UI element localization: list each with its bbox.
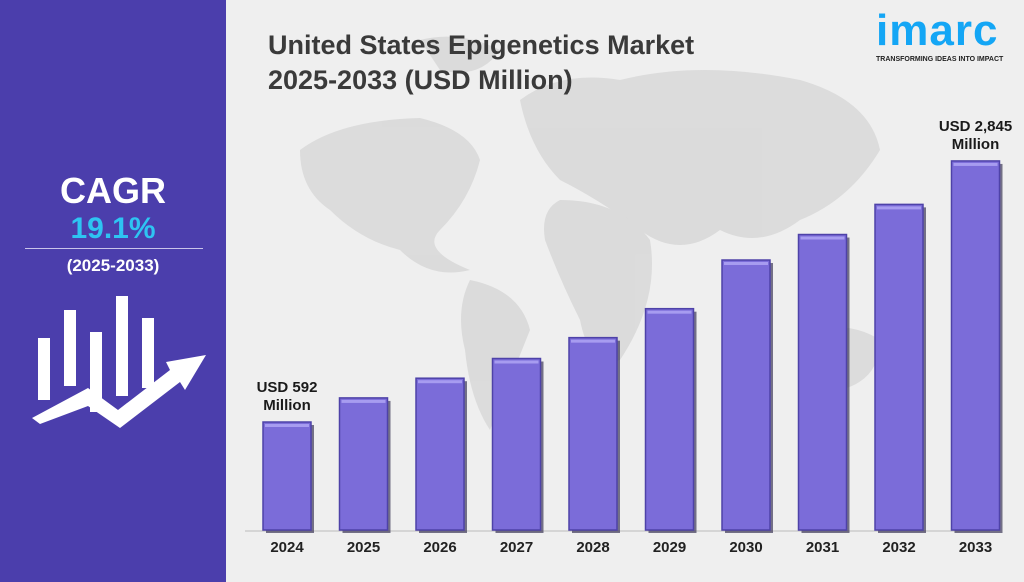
data-label-2033: Million (952, 136, 1000, 153)
x-tick-label: 2026 (423, 539, 456, 556)
data-label-2024: USD 592 (257, 379, 318, 396)
divider (25, 248, 203, 249)
bar-2033 (950, 160, 1003, 533)
cagr-period: (2025-2033) (66, 256, 160, 275)
bar-2030 (721, 259, 773, 533)
x-tick-label: 2027 (500, 539, 533, 556)
cagr-value: 19.1% (70, 212, 156, 245)
logo-tagline: TRANSFORMING IDEAS INTO IMPACT (876, 56, 1004, 63)
bar-2026 (415, 377, 467, 533)
bar-2028 (568, 336, 620, 533)
x-tick-label: 2028 (576, 539, 609, 556)
x-tick-label: 2032 (882, 539, 915, 556)
data-label-2033: USD 2,845 (939, 118, 1012, 135)
x-tick-label: 2030 (729, 539, 762, 556)
world-map-background (300, 36, 880, 430)
data-label-2024: Million (263, 397, 311, 414)
logo-word: imarc (876, 6, 999, 55)
bar-2032 (874, 203, 926, 533)
x-tick-label: 2025 (347, 539, 380, 556)
bar-2025 (338, 397, 391, 533)
x-tick-label: 2031 (806, 539, 839, 556)
cagr-label: CAGR (60, 170, 166, 211)
x-tick-label: 2024 (270, 539, 304, 556)
growth-chart-arrow-icon (32, 296, 206, 428)
x-tick-label: 2033 (959, 539, 992, 556)
cagr-panel: CAGR 19.1% (2025-2033) (0, 0, 226, 582)
title-line-2: 2025-2033 (USD Million) (268, 65, 573, 95)
imarc-logo: imarc TRANSFORMING IDEAS INTO IMPACT (876, 6, 1016, 64)
x-tick-label: 2029 (653, 539, 686, 556)
bar-2029 (644, 307, 697, 533)
bar-2031 (797, 233, 850, 534)
title-line-1: United States Epigenetics Market (268, 30, 695, 60)
bar-2027 (491, 357, 544, 533)
bar-2024 (262, 421, 314, 533)
chart-title: United States Epigenetics Market 2025-20… (268, 28, 694, 98)
